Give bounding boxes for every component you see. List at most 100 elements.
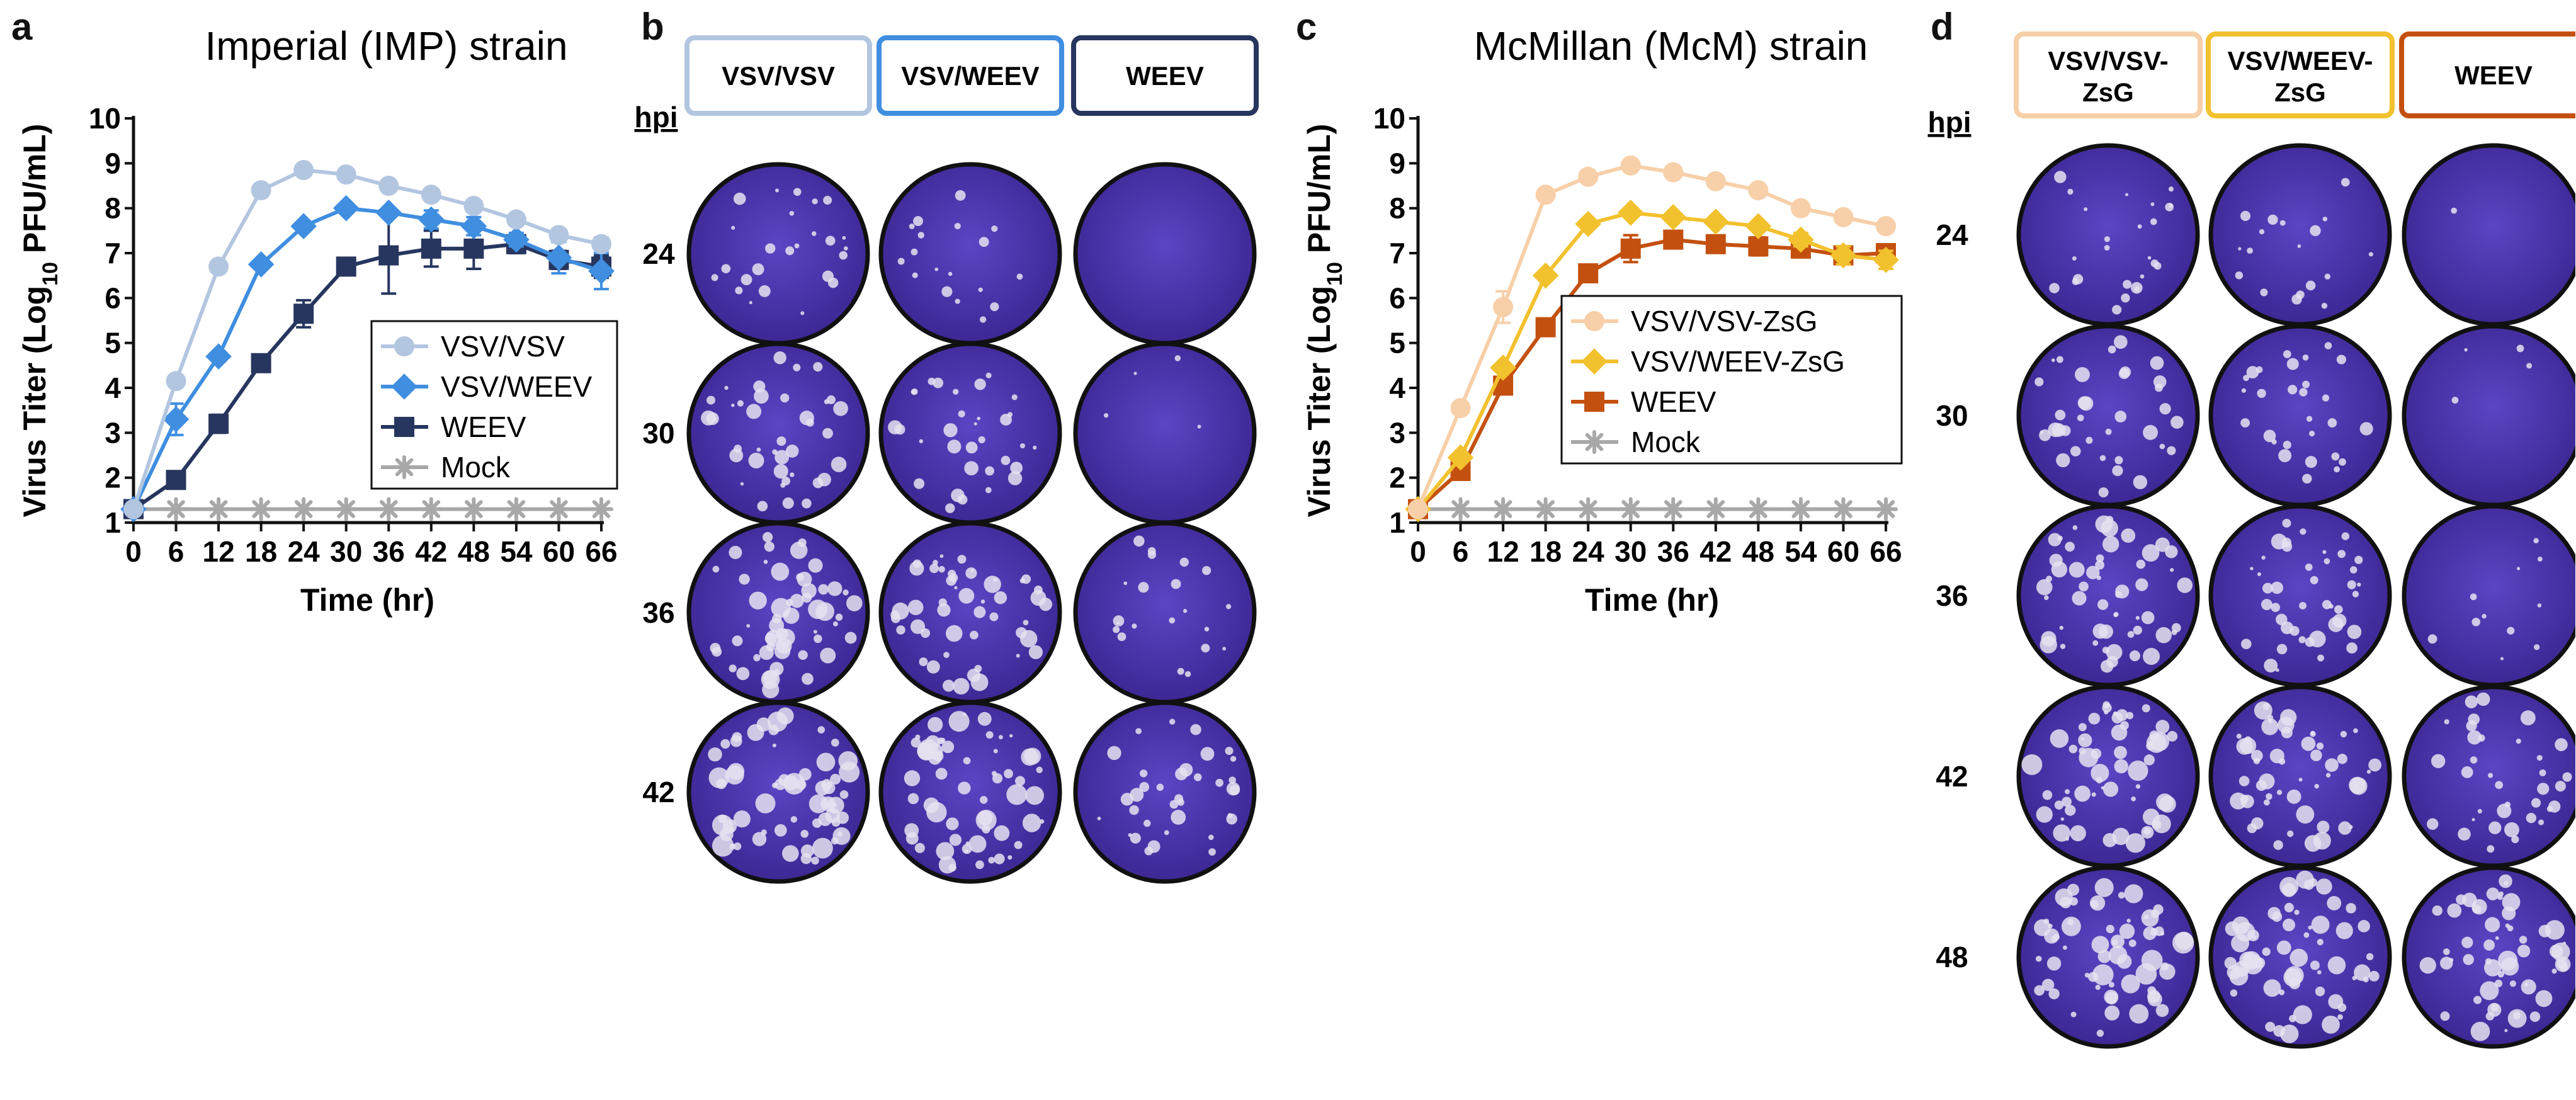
plaque-d-plaque [2358, 920, 2370, 933]
plaque-d-plaque [2134, 286, 2140, 292]
plaque-b-plaque [735, 286, 743, 295]
plaque-d-plaque [2513, 1011, 2521, 1019]
plaque-b-plaque [943, 652, 950, 659]
plaque-b-plaque [912, 272, 918, 278]
plaque-d-plaque [2490, 1003, 2499, 1012]
plaque-b-plaque [978, 287, 983, 292]
plaque-d-plaque [2352, 975, 2357, 980]
plaque-d-plaque [2126, 712, 2134, 720]
plaque-d-plaque [2477, 692, 2490, 706]
plaque-d-plaque [2079, 747, 2086, 755]
plaque-d-plaque [2461, 766, 2473, 778]
plaque-b-plaque [842, 235, 846, 240]
plaque-b-plaque [757, 501, 768, 512]
plaque-b-plaque [1169, 617, 1176, 624]
plaque-b-plaque [945, 625, 963, 642]
plaque-b-plaque [998, 735, 1003, 740]
plaque-d-plaque [2060, 644, 2066, 649]
plaque-d-plaque [2261, 599, 2272, 611]
plaque-d-plaque [2095, 560, 2105, 570]
plaque-d-plaque [2520, 710, 2536, 726]
chart-a-ytick-label: 10 [89, 102, 121, 135]
plaque-d-plaque [2487, 845, 2495, 853]
chart-a-xtick-label: 60 [543, 535, 575, 568]
plaque-b-plaque [832, 827, 851, 845]
plaque-d-plaque [2324, 558, 2330, 565]
plaque-d-plaque [2141, 825, 2154, 839]
plaque-d-plaque [2261, 718, 2279, 735]
plaque-d-plaque [2471, 618, 2480, 627]
plaque-d-plaque [2235, 271, 2244, 280]
chart-a-y-label: Virus Titer (Log10 PFU/mL) [17, 124, 62, 518]
plaque-d-plaque [2243, 954, 2264, 975]
plaque-b-header-box [877, 35, 1064, 116]
chart-c-ytick-label: 3 [1389, 416, 1405, 449]
plaque-d-plaque [2545, 920, 2565, 940]
plaque-d-plaque [2357, 582, 2361, 587]
plaque-b-row-label: 24 [642, 237, 675, 270]
plaque-b-plaque [774, 824, 787, 837]
chart-c-data-point [1876, 216, 1896, 237]
plaque-b-plaque [753, 654, 761, 662]
plaque-d-plaque [2114, 456, 2123, 465]
chart-c-ytick-label: 1 [1389, 506, 1405, 539]
chart-c-ytick-label: 2 [1389, 462, 1405, 494]
plaque-b-plaque [1190, 723, 1201, 735]
plaque-d-plaque [2088, 972, 2098, 982]
plaque-d-plaque [2135, 616, 2140, 620]
plaque-b-plaque [712, 835, 734, 857]
plaque-d-plaque [2102, 536, 2119, 553]
plaque-d-plaque [2359, 422, 2373, 436]
plaque-b-plaque [762, 681, 780, 698]
plaque-b-plaque [772, 614, 782, 624]
chart-a-legend-marker [394, 417, 414, 437]
chart-c-ytick-label: 4 [1389, 371, 1405, 404]
plaque-b-plate-well [1073, 521, 1257, 705]
plaque-b-plaque [1184, 671, 1191, 678]
plaque-b-plaque [754, 388, 769, 404]
plaque-b-plaque [914, 842, 925, 853]
plaque-b-plaque [775, 188, 780, 193]
plaque-b-header-label: VSV/WEEV [901, 61, 1039, 91]
plaque-b-row-label: 42 [642, 776, 674, 808]
chart-c-data-point [1748, 236, 1769, 257]
plaque-b-plate [1073, 700, 1257, 884]
plaque-d-plaque [2488, 773, 2494, 778]
plaque-d-plaque [2495, 936, 2499, 940]
plaque-b-plaque [822, 428, 833, 439]
plaque-d-plaque [2167, 730, 2178, 742]
plaque-b-plaque [909, 224, 915, 229]
plaque-b-plaque [783, 775, 798, 791]
plaque-b-plaque [1113, 615, 1125, 627]
chart-c-legend-label: VSV/WEEV-ZsG [1631, 345, 1845, 378]
plaque-d-plaque [2504, 881, 2509, 886]
plaque-b-plaque [817, 726, 826, 734]
plaque-b-plaque [1001, 455, 1011, 465]
chart-a-ytick-label: 7 [105, 237, 121, 269]
plaque-b-plaque [1226, 782, 1240, 796]
plaque-b-plaque [711, 274, 718, 281]
plaque-b-plaque [1117, 632, 1126, 642]
plaque-d-plaque [2238, 247, 2242, 251]
plaque-b-plaque [941, 286, 953, 297]
chart-c-xtick-label: 30 [1614, 535, 1647, 568]
plaque-d-plaque [2098, 487, 2109, 497]
plaque-d-plate-well [2402, 504, 2575, 688]
plaque-d-plaque [2298, 636, 2306, 644]
plaque-d-plaque [2241, 388, 2247, 393]
plaque-d-plaque [2250, 749, 2263, 762]
chart-a-data-point [334, 497, 358, 521]
chart-c-title: McMillan (McM) strain [1474, 23, 1868, 69]
plaque-d-plaque [2114, 759, 2129, 774]
plaque-d-plaque [2073, 274, 2084, 285]
plaque-d-plaque [2325, 773, 2331, 778]
plaque-d-plaque [2119, 366, 2131, 378]
plaque-b-plaque [795, 779, 807, 790]
chart-c-data-point [1833, 207, 1854, 227]
plaque-d-plaque [2056, 356, 2063, 363]
plaque-b-plaque [838, 751, 858, 771]
chart-a-data-point [421, 238, 441, 259]
plaque-b-plaque [800, 311, 805, 315]
plaque-b-plaque [1227, 813, 1233, 819]
